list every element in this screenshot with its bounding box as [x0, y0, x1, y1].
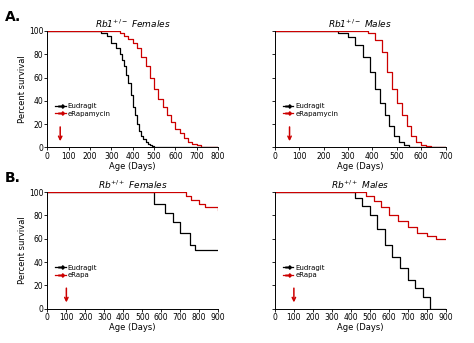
- Title: Rb$^{+/+}$ Females: Rb$^{+/+}$ Females: [98, 179, 168, 191]
- X-axis label: Age (Days): Age (Days): [109, 162, 156, 171]
- Text: B.: B.: [5, 172, 20, 186]
- Text: A.: A.: [5, 10, 21, 24]
- Title: Rb1$^{+/-}$ Males: Rb1$^{+/-}$ Males: [328, 18, 392, 30]
- Legend: Eudragit, eRapa: Eudragit, eRapa: [280, 262, 328, 281]
- X-axis label: Age (Days): Age (Days): [337, 323, 383, 332]
- X-axis label: Age (Days): Age (Days): [337, 162, 383, 171]
- Title: Rb$^{+/+}$ Males: Rb$^{+/+}$ Males: [331, 179, 389, 191]
- X-axis label: Age (Days): Age (Days): [109, 323, 156, 332]
- Y-axis label: Percent survival: Percent survival: [18, 55, 27, 123]
- Legend: Eudragit, eRapamycin: Eudragit, eRapamycin: [53, 101, 114, 120]
- Y-axis label: Percent survival: Percent survival: [18, 216, 27, 284]
- Legend: Eudragit, eRapamycin: Eudragit, eRapamycin: [280, 101, 341, 120]
- Title: Rb1$^{+/-}$ Females: Rb1$^{+/-}$ Females: [95, 18, 171, 30]
- Legend: Eudragit, eRapa: Eudragit, eRapa: [53, 262, 100, 281]
